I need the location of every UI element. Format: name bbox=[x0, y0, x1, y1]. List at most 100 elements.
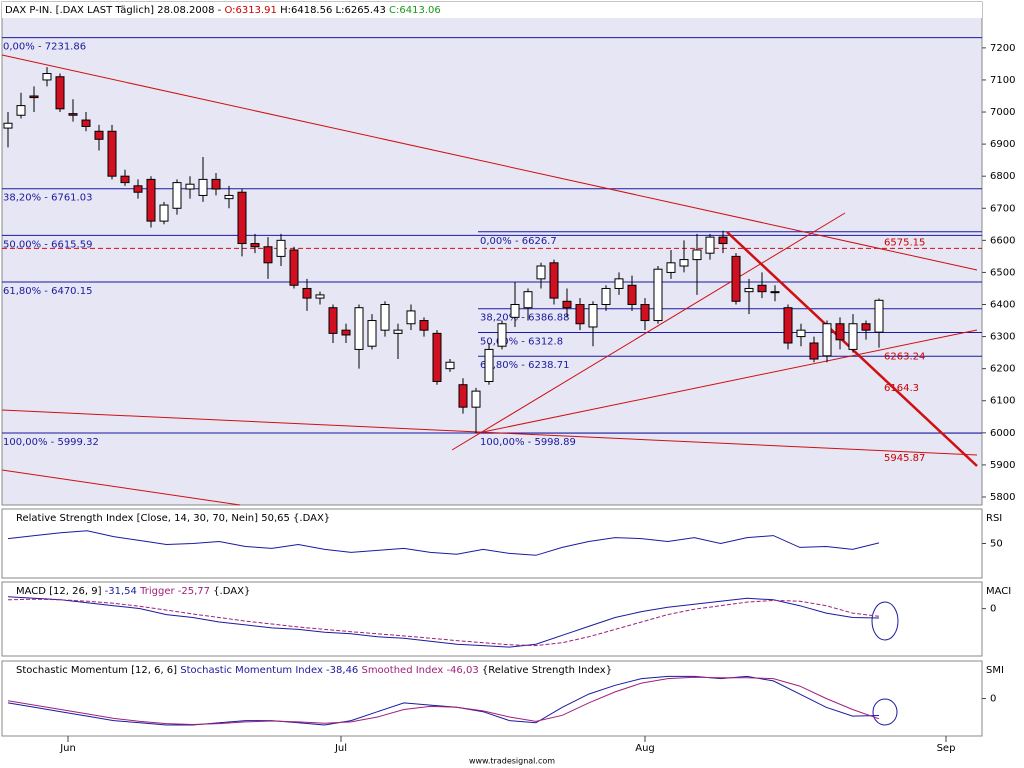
open-label: O:6313.91 bbox=[224, 5, 276, 16]
candle-body bbox=[94, 130, 104, 140]
candle-body bbox=[146, 178, 156, 222]
title-text: DAX P-IN. [.DAX LAST Täglich] 28.08.2008… bbox=[5, 5, 222, 16]
level-label: 5945.87 bbox=[884, 453, 925, 464]
candle-body bbox=[159, 204, 169, 222]
title-part: Trigger -25,77 bbox=[139, 586, 213, 597]
candle-body bbox=[549, 262, 559, 299]
candle-body bbox=[744, 287, 754, 293]
candle-body bbox=[393, 329, 403, 334]
x-tick-label: Jul bbox=[334, 743, 347, 754]
fib-label: 50,00% - 6615.59 bbox=[3, 239, 92, 250]
candle-body bbox=[536, 265, 546, 280]
fib-label: 61,80% - 6238.71 bbox=[480, 360, 569, 371]
axis-label: SMI bbox=[986, 665, 1004, 676]
candle-body bbox=[523, 291, 533, 309]
trend-line bbox=[451, 212, 846, 451]
candle-body bbox=[341, 329, 351, 336]
panel-title: MACD [12, 26, 9] -31,54 Trigger -25,77 {… bbox=[16, 586, 250, 597]
candle-body bbox=[380, 304, 390, 331]
candle-body bbox=[367, 320, 377, 347]
candle-body bbox=[640, 304, 650, 322]
candle-body bbox=[809, 342, 819, 360]
y-tick-label: 6400 bbox=[990, 300, 1015, 311]
candle-body bbox=[770, 291, 780, 294]
candle-body bbox=[120, 175, 130, 184]
title-part: -31,54 bbox=[105, 586, 140, 597]
price-panel bbox=[1, 1, 983, 506]
trend-line bbox=[1, 469, 241, 506]
candle-body bbox=[497, 323, 507, 347]
candle-body bbox=[55, 76, 65, 110]
candle-body bbox=[263, 246, 273, 264]
candle-body bbox=[16, 105, 26, 116]
level-label: 6263.24 bbox=[884, 351, 925, 362]
candle-body bbox=[81, 119, 91, 127]
candle-body bbox=[432, 332, 442, 382]
candle-body bbox=[627, 284, 637, 306]
candle-body bbox=[510, 304, 520, 318]
candle-body bbox=[42, 73, 52, 81]
candle-body bbox=[692, 249, 702, 261]
trend-line bbox=[1, 409, 978, 456]
y-tick-label: 5800 bbox=[990, 492, 1015, 503]
candle-body bbox=[757, 284, 767, 293]
y-tick-label: 6500 bbox=[990, 267, 1015, 278]
fib-label: 100,00% - 5998.89 bbox=[480, 437, 576, 448]
level-label: 6164.3 bbox=[884, 383, 919, 394]
y-tick-label: 6300 bbox=[990, 332, 1015, 343]
highlight-circle bbox=[872, 698, 898, 726]
title-part: MACD [12, 26, 9] bbox=[16, 586, 105, 597]
header-band bbox=[2, 2, 982, 18]
title-part: Stochastic Momentum [12, 6, 6] bbox=[16, 665, 180, 676]
candle-body bbox=[458, 384, 468, 408]
title-part: Stochastic Momentum Index -38,46 bbox=[180, 665, 361, 676]
y-tick-label: 50 bbox=[990, 539, 1003, 550]
candle-body bbox=[302, 287, 312, 299]
title-part: {Relative Strength Index} bbox=[482, 665, 612, 676]
indicator-line bbox=[7, 596, 880, 648]
candle-body bbox=[354, 307, 364, 350]
candle-body bbox=[445, 361, 455, 370]
candle-body bbox=[614, 278, 624, 289]
candle-body bbox=[588, 304, 598, 328]
candle-body bbox=[68, 113, 78, 116]
fib-label: 38,20% - 6761.03 bbox=[3, 193, 92, 204]
candle-body bbox=[835, 323, 845, 341]
axis-label: MACI bbox=[986, 586, 1011, 597]
candle-body bbox=[601, 287, 611, 306]
x-tick-label: Sep bbox=[937, 743, 956, 754]
y-tick-label: 0 bbox=[990, 694, 996, 705]
candle-body bbox=[653, 268, 663, 322]
candle-body bbox=[679, 259, 689, 267]
fib-label: 0,00% - 6626.7 bbox=[480, 236, 557, 247]
candle-body bbox=[250, 243, 260, 248]
level-label: 6575.15 bbox=[884, 237, 925, 248]
y-tick-label: 7100 bbox=[990, 75, 1015, 86]
candle-body bbox=[224, 194, 234, 200]
candle-body bbox=[198, 178, 208, 196]
candle-body bbox=[484, 348, 494, 382]
candle-body bbox=[562, 300, 572, 309]
y-tick-label: 6900 bbox=[990, 139, 1015, 150]
candle-body bbox=[406, 310, 416, 325]
high-label: H:6418.56 bbox=[280, 5, 332, 16]
candle-body bbox=[328, 307, 338, 334]
panel-title: Relative Strength Index [Close, 14, 30, … bbox=[16, 513, 330, 524]
candle-body bbox=[315, 294, 325, 299]
candle-body bbox=[3, 122, 13, 129]
title-part: Smoothed Index -46,03 bbox=[361, 665, 481, 676]
highlight-circle bbox=[871, 601, 899, 641]
y-tick-label: 6700 bbox=[990, 203, 1015, 214]
fib-label: 50,00% - 6312.8 bbox=[480, 336, 563, 347]
indicator-line bbox=[7, 530, 880, 556]
axis-label: RSI bbox=[986, 513, 1002, 524]
y-tick-label: 6200 bbox=[990, 364, 1015, 375]
rsi-panel bbox=[1, 508, 983, 579]
title-part: Relative Strength Index [Close, 14, 30, … bbox=[16, 513, 330, 524]
fib-label: 38,20% - 6386.88 bbox=[480, 313, 569, 324]
trend-line bbox=[477, 329, 978, 434]
candle-body bbox=[874, 299, 884, 333]
indicator-line bbox=[7, 598, 880, 647]
candle-body bbox=[107, 130, 117, 177]
